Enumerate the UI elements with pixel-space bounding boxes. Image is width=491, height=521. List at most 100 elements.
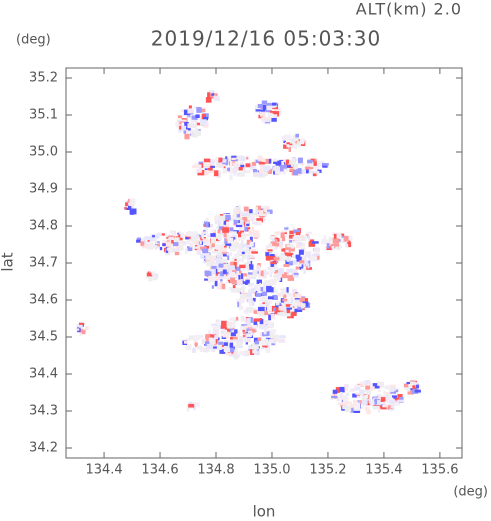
echo-cell: [252, 350, 257, 354]
echo-cell: [289, 240, 292, 243]
echo-cell: [185, 231, 193, 236]
echo-cell: [325, 239, 332, 245]
echo-cell: [210, 229, 215, 233]
echo-layer: [76, 90, 421, 415]
echo-cell: [290, 259, 298, 265]
echo-cell: [229, 287, 236, 290]
echo-cell: [240, 315, 244, 321]
echo-cell: [209, 242, 215, 248]
echo-cell: [281, 289, 286, 295]
echo-cell: [255, 109, 261, 112]
echo-cell: [256, 279, 262, 284]
echo-cell: [273, 257, 280, 261]
echo-cell: [196, 345, 203, 350]
echo-cell: [254, 105, 257, 111]
echo-cell: [236, 249, 242, 255]
echo-cell: [224, 327, 230, 334]
echo-cell: [239, 246, 244, 250]
echo-cell: [76, 328, 80, 331]
echo-cell: [240, 325, 245, 330]
x-axis-label: lon: [253, 503, 276, 521]
echo-cell: [252, 269, 258, 274]
echo-cell: [259, 313, 266, 317]
echo-cell: [298, 237, 301, 242]
echo-cell: [253, 172, 260, 177]
echo-cell: [195, 114, 200, 118]
echo-cell: [286, 144, 290, 148]
echo-cell: [307, 160, 313, 167]
echo-cell: [267, 322, 274, 328]
echo-cell: [245, 292, 253, 298]
echo-cell: [247, 252, 251, 255]
echo-cell: [241, 243, 246, 248]
echo-cell: [255, 292, 262, 297]
echo-cell: [321, 238, 326, 245]
echo-cell: [148, 276, 153, 282]
echo-cell: [296, 308, 303, 312]
echo-cell: [257, 263, 261, 268]
echo-cell: [257, 337, 262, 341]
echo-cell: [233, 262, 237, 268]
y-tick-label: 34.4: [29, 367, 58, 382]
echo-cell: [217, 220, 221, 227]
echo-cell: [364, 395, 368, 399]
echo-cell: [393, 389, 399, 393]
echo-cell: [265, 252, 272, 257]
echo-cell: [228, 156, 231, 161]
echo-cell: [210, 261, 213, 267]
echo-cell: [154, 273, 159, 278]
echo-cell: [187, 123, 194, 129]
echo-cell: [235, 213, 240, 218]
echo-cell: [238, 331, 241, 336]
echo-cell: [265, 337, 272, 341]
echo-cell: [177, 234, 183, 241]
echo-cell: [262, 158, 266, 162]
echo-cell: [204, 278, 209, 281]
echo-cell: [373, 397, 379, 400]
echo-cell: [246, 318, 251, 324]
echo-cell: [234, 329, 238, 334]
echo-cell: [238, 345, 243, 349]
echo-cell: [250, 272, 258, 278]
echo-cell: [213, 346, 217, 349]
echo-cell: [332, 389, 338, 394]
echo-cell: [310, 158, 315, 162]
echo-cell: [241, 293, 247, 298]
echo-cell: [238, 275, 241, 281]
echo-cell: [205, 337, 209, 342]
echo-cell: [238, 351, 243, 356]
echo-cell: [153, 245, 157, 249]
echo-cell: [257, 155, 263, 161]
echo-cell: [359, 389, 365, 395]
echo-cell: [264, 310, 268, 315]
echo-cell: [221, 320, 227, 326]
echo-cell: [292, 273, 299, 278]
echo-cell: [331, 395, 338, 399]
echo-cell: [286, 244, 293, 248]
echo-cell: [187, 109, 194, 114]
echo-cell: [230, 332, 237, 337]
echo-cell: [125, 202, 128, 207]
echo-cell: [269, 333, 274, 339]
echo-cell: [156, 243, 160, 247]
echo-cell: [255, 209, 258, 215]
echo-cell: [275, 231, 280, 235]
echo-cell: [270, 117, 277, 122]
echo-cell: [179, 245, 184, 251]
echo-cell: [236, 155, 244, 161]
echo-cell: [236, 298, 240, 305]
echo-cell: [361, 400, 368, 405]
echo-cell: [385, 394, 388, 400]
echo-cell: [345, 401, 352, 405]
echo-cell: [244, 337, 251, 343]
echo-cell: [205, 240, 211, 246]
echo-cell: [171, 240, 174, 244]
echo-cell: [286, 142, 293, 146]
echo-cell: [187, 405, 190, 412]
echo-cell: [245, 155, 249, 158]
echo-cell: [229, 347, 235, 353]
echo-cell: [81, 329, 86, 335]
echo-cell: [195, 121, 198, 124]
echo-cell: [237, 334, 240, 338]
echo-cell: [292, 143, 296, 149]
